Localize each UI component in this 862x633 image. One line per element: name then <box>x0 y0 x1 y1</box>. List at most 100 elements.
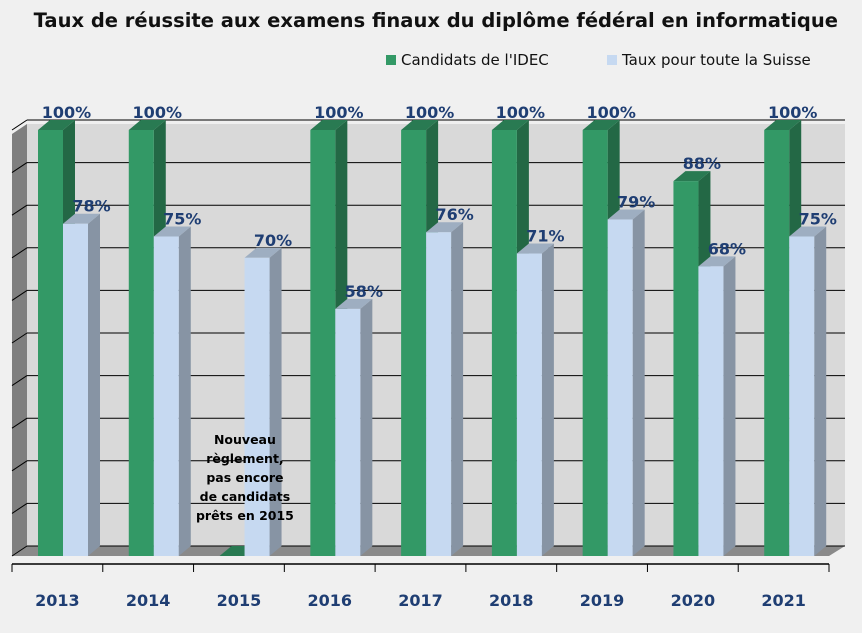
data-label-suisse-2021: 75% <box>799 210 837 229</box>
tick-label-2015: 2015 <box>217 591 262 610</box>
legend-label-suisse: Taux pour toute la Suisse <box>621 51 811 69</box>
bar-suisse-2015 <box>244 247 282 557</box>
bar-idec-2016-front <box>310 130 336 556</box>
bar-suisse-2017 <box>426 222 464 557</box>
bar-suisse-2015-top <box>244 247 282 258</box>
annotation-line: de candidats <box>200 489 291 504</box>
tick-label-2019: 2019 <box>580 591 625 610</box>
annotation-line: règlement, <box>206 451 283 466</box>
bar-idec-2014-top <box>128 120 166 130</box>
tick-label-2020: 2020 <box>671 591 716 610</box>
data-label-suisse-2018: 71% <box>526 227 564 246</box>
bars <box>38 120 827 557</box>
legend-label-idec: Candidats de l'IDEC <box>401 51 549 69</box>
bar-suisse-2021-top <box>789 226 827 237</box>
x-axis: 2013 2014 2015 2016 2017 2018 2019 2020 2021 <box>11 563 830 610</box>
gridline-side <box>11 502 28 514</box>
legend-swatch-suisse <box>607 55 617 65</box>
bar-idec-2018-front <box>491 130 517 556</box>
bar-suisse-2013-top <box>63 213 100 224</box>
annotation-line: pas encore <box>206 470 283 485</box>
bar-suisse-2016-front <box>335 308 361 556</box>
legend-swatch-idec <box>386 55 396 65</box>
gridline-side <box>11 332 28 344</box>
bar-idec-2019-front <box>582 130 608 556</box>
gridline-side <box>11 545 28 557</box>
bar-suisse-2017-front <box>426 232 452 557</box>
gridline-side <box>11 417 28 429</box>
bar-suisse-2021-side <box>814 226 827 556</box>
bar-suisse-2017-top <box>426 222 464 233</box>
bar-suisse-2015-side <box>269 247 282 557</box>
bar-idec-2020-front <box>673 181 699 556</box>
gridline-side <box>11 247 28 259</box>
bar-idec-2017-top <box>401 120 439 130</box>
gridline-side <box>11 289 28 301</box>
bar-suisse-2014 <box>153 226 191 556</box>
tick-label-2021: 2021 <box>761 591 806 610</box>
data-label-suisse-2020: 68% <box>708 239 746 258</box>
data-label-suisse-2015: 70% <box>254 231 292 250</box>
side-wall <box>12 124 27 556</box>
annotation-line: Nouveau <box>214 432 276 447</box>
data-label-suisse-2017: 76% <box>435 205 473 224</box>
bar-suisse-2021 <box>789 226 827 556</box>
data-label-idec-2016: 100% <box>314 103 363 122</box>
data-label-suisse-2014: 75% <box>163 210 201 229</box>
bar-suisse-2020 <box>698 256 736 556</box>
bar-idec-2018-top <box>491 120 529 130</box>
bar-idec-2019-top <box>582 120 620 130</box>
bar-suisse-2021-front <box>789 236 815 556</box>
bar-suisse-2020-front <box>698 266 724 556</box>
data-label-idec-2014: 100% <box>133 103 182 122</box>
bar-idec-2014-front <box>128 130 154 556</box>
bar-idec-2016-top <box>310 120 348 130</box>
bar-suisse-2020-side <box>723 256 736 556</box>
bar-suisse-2013-front <box>63 223 88 556</box>
tick-label-2017: 2017 <box>398 591 443 610</box>
bar-suisse-2017-side <box>451 222 464 557</box>
bar-suisse-2018-top <box>516 243 554 254</box>
tick-label-2014: 2014 <box>126 591 171 610</box>
bar-suisse-2018 <box>516 243 554 557</box>
data-label-suisse-2016: 58% <box>345 282 383 301</box>
bar-suisse-2019-front <box>607 219 633 556</box>
data-label-idec-2018: 100% <box>496 103 545 122</box>
bar-suisse-2019 <box>607 209 645 556</box>
bar-idec-2013-front <box>38 130 63 556</box>
bar-suisse-2015-front <box>244 257 270 556</box>
data-label-suisse-2013: 78% <box>72 197 110 216</box>
bar-suisse-2013 <box>63 213 100 556</box>
bar-idec-2013-top <box>38 120 75 130</box>
gridline-side <box>11 460 28 472</box>
gridline-side <box>11 119 28 131</box>
bar-idec-2017-front <box>401 130 427 556</box>
bar-suisse-2014-side <box>178 226 191 556</box>
bar-suisse-2019-top <box>607 209 645 220</box>
annotation-2015: Nouveau règlement, pas encore de candidats p… <box>196 432 294 523</box>
gridline-side <box>11 162 28 174</box>
data-label-idec-2013: 100% <box>42 103 91 122</box>
bar-suisse-2016-side <box>360 298 373 556</box>
bar-idec-2018 <box>491 120 529 556</box>
data-label-idec-2021: 100% <box>768 103 817 122</box>
tick-label-2018: 2018 <box>489 591 534 610</box>
gridline-side <box>11 375 28 387</box>
data-label-suisse-2019: 79% <box>617 192 655 211</box>
tick-label-2013: 2013 <box>35 591 80 610</box>
bar-suisse-2016 <box>335 298 373 556</box>
bar-suisse-2018-side <box>541 243 554 557</box>
tick-label-2016: 2016 <box>307 591 352 610</box>
chart-title: Taux de réussite aux examens finaux du d… <box>34 9 838 32</box>
bar-suisse-2016-top <box>335 298 373 309</box>
data-labels: 100% 78% 100% 75% 70% 100% 58% 100% 76% 100% 71% 10… <box>42 103 837 301</box>
data-label-idec-2019: 100% <box>586 103 635 122</box>
bar-suisse-2014-front <box>153 236 179 556</box>
bar-suisse-2013-side <box>88 213 100 556</box>
bar-idec-2021-top <box>764 120 802 130</box>
bar-suisse-2019-side <box>632 209 645 556</box>
data-label-idec-2020: 88% <box>683 154 721 173</box>
annotation-line: prêts en 2015 <box>196 508 294 523</box>
data-label-idec-2017: 100% <box>405 103 454 122</box>
